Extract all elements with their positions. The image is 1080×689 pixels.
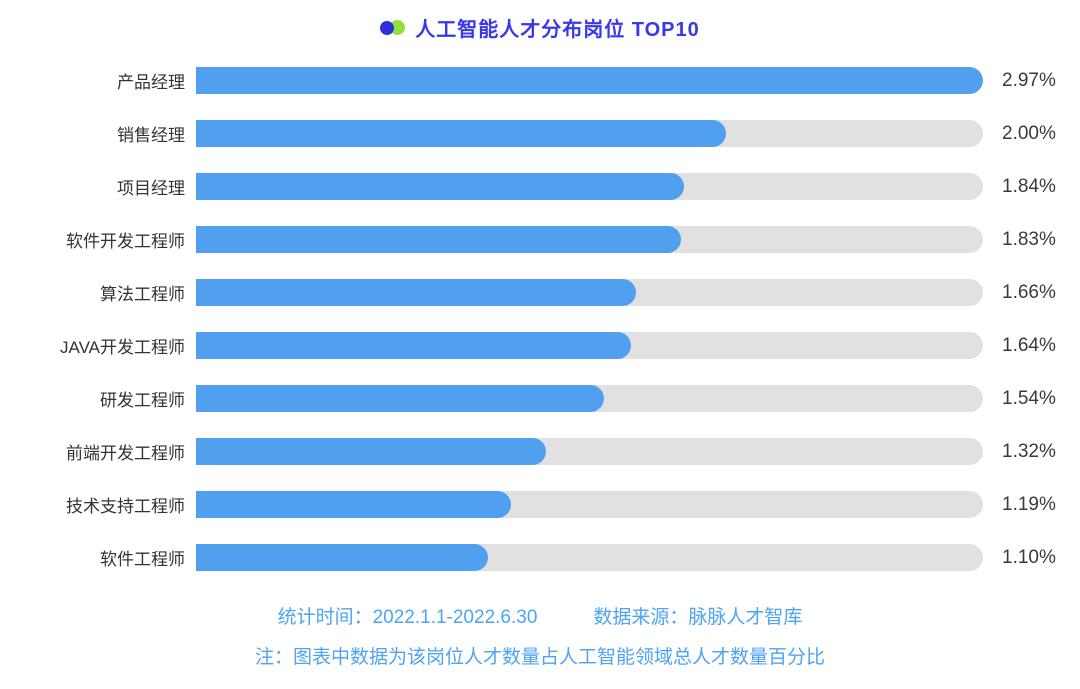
bar-label: JAVA开发工程师 xyxy=(60,338,185,357)
bar-row: 项目经理 1.84% xyxy=(0,173,1080,200)
bar-track xyxy=(196,544,983,571)
bar-track xyxy=(196,279,983,306)
bar-label: 前端开发工程师 xyxy=(66,444,185,463)
bar-fill xyxy=(196,438,546,465)
data-source-text: 数据来源：脉脉人才智库 xyxy=(593,607,803,628)
chart-title: 人工智能人才分布岗位 TOP10 xyxy=(415,19,700,41)
bar-chart: 产品经理 2.97% 销售经理 2.00% 项目经理 1.84% 软件开发工程师 xyxy=(0,67,1080,571)
bar-row: 软件开发工程师 1.83% xyxy=(0,226,1080,253)
bar-fill xyxy=(196,226,681,253)
bar-fill xyxy=(196,173,684,200)
chart-footer: 统计时间：2022.1.1-2022.6.30 数据来源：脉脉人才智库 注：图表… xyxy=(0,602,1080,669)
bar-track xyxy=(196,173,983,200)
bar-value: 1.19% xyxy=(1002,493,1056,515)
bar-track xyxy=(196,332,983,359)
bar-label: 算法工程师 xyxy=(100,285,185,304)
blue-dot-icon xyxy=(380,20,395,35)
bar-value: 1.83% xyxy=(1002,228,1056,250)
bar-track xyxy=(196,120,983,147)
bar-track xyxy=(196,226,983,253)
chart-header: 人工智能人才分布岗位 TOP10 xyxy=(0,0,1080,41)
bar-label: 软件开发工程师 xyxy=(66,232,185,251)
bar-value: 2.97% xyxy=(1002,69,1056,91)
overlapping-dots-icon xyxy=(380,19,406,36)
bar-track xyxy=(196,438,983,465)
bar-value: 1.10% xyxy=(1002,546,1056,568)
bar-value: 1.54% xyxy=(1002,387,1056,409)
bar-row: 产品经理 2.97% xyxy=(0,67,1080,94)
note-text: 注：图表中数据为该岗位人才数量占人工智能领域总人才数量百分比 xyxy=(254,647,825,668)
bar-track xyxy=(196,385,983,412)
bar-row: 算法工程师 1.66% xyxy=(0,279,1080,306)
bar-label: 软件工程师 xyxy=(100,550,185,569)
bar-value: 1.66% xyxy=(1002,281,1056,303)
green-dot-icon xyxy=(390,19,406,35)
bar-fill xyxy=(196,544,488,571)
bar-value: 2.00% xyxy=(1002,122,1056,144)
bar-row: 销售经理 2.00% xyxy=(0,120,1080,147)
bar-value: 1.32% xyxy=(1002,440,1056,462)
bar-fill xyxy=(196,67,983,94)
bar-row: 研发工程师 1.54% xyxy=(0,385,1080,412)
bar-label: 技术支持工程师 xyxy=(66,497,185,516)
bar-fill xyxy=(196,120,726,147)
bar-row: JAVA开发工程师 1.64% xyxy=(0,332,1080,359)
bar-track xyxy=(196,491,983,518)
bar-row: 前端开发工程师 1.32% xyxy=(0,438,1080,465)
footer-meta-line: 统计时间：2022.1.1-2022.6.30 数据来源：脉脉人才智库 xyxy=(0,602,1080,629)
bar-track xyxy=(196,67,983,94)
bar-row: 技术支持工程师 1.19% xyxy=(0,491,1080,518)
bar-fill xyxy=(196,332,631,359)
bar-value: 1.64% xyxy=(1002,334,1056,356)
bar-label: 研发工程师 xyxy=(100,391,185,410)
bar-fill xyxy=(196,491,512,518)
bar-fill xyxy=(196,385,605,412)
bar-value: 1.84% xyxy=(1002,175,1056,197)
bar-label: 销售经理 xyxy=(117,126,185,145)
bar-row: 软件工程师 1.10% xyxy=(0,544,1080,571)
bar-label: 项目经理 xyxy=(117,179,185,198)
bar-label: 产品经理 xyxy=(117,73,185,92)
stat-time-text: 统计时间：2022.1.1-2022.6.30 xyxy=(277,607,538,628)
bar-fill xyxy=(196,279,636,306)
